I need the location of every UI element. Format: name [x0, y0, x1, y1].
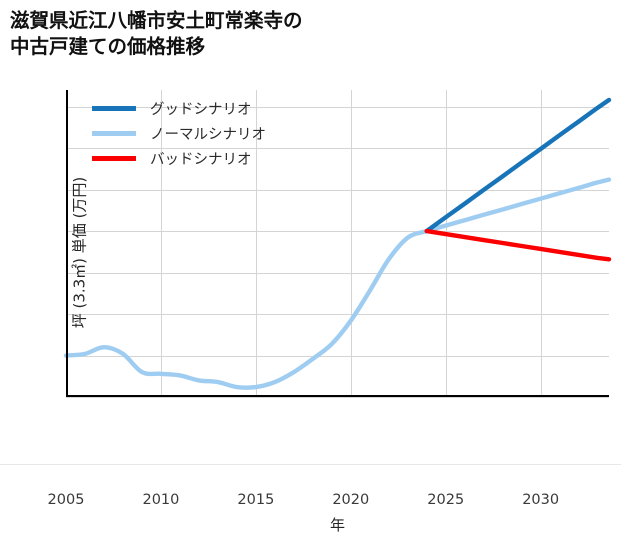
legend-item-bad: バッドシナリオ: [92, 146, 266, 171]
gridline-horizontal: [66, 231, 609, 233]
gridline-vertical: [160, 90, 162, 397]
legend-label-bad: バッドシナリオ: [150, 152, 252, 168]
gridline-horizontal: [66, 106, 609, 108]
gridline-vertical: [350, 90, 352, 397]
x-tick-label: 2015: [237, 492, 275, 508]
x-tick-label: 2030: [522, 492, 560, 508]
gridline-horizontal: [66, 355, 609, 357]
legend-label-good: グッドシナリオ: [150, 102, 252, 118]
x-tick-label: 2010: [142, 492, 180, 508]
chart-figure: 滋賀県近江八幡市安土町常楽寺の 中古戸建ての価格推移 35.037.540.04…: [0, 9, 621, 534]
x-tick-label: 2020: [332, 492, 370, 508]
series-lines: [63, 97, 612, 390]
series-line-bad: [424, 228, 612, 262]
gridline-vertical: [255, 90, 257, 397]
plot-area: 35.037.540.042.545.047.550.052.5 2005201…: [48, 90, 612, 534]
legend-item-good: グッドシナリオ: [92, 96, 266, 121]
gridline-horizontal: [66, 148, 609, 150]
gridline-horizontal: [66, 397, 609, 398]
gridline-horizontal: [66, 189, 609, 191]
legend-swatch-bad: [92, 156, 136, 161]
legend-label-normal: ノーマルシナリオ: [150, 127, 266, 143]
gridline-vertical: [445, 90, 447, 397]
chart-title: 滋賀県近江八幡市安土町常楽寺の 中古戸建ての価格推移: [10, 9, 303, 58]
gridline-horizontal: [66, 314, 609, 316]
x-tick-label: 2025: [427, 492, 465, 508]
legend-item-normal: ノーマルシナリオ: [92, 121, 266, 146]
gridline-horizontal: [66, 272, 609, 274]
series-line-good: [424, 97, 612, 234]
y-axis-title: 坪 (3.3㎡) 単価 (万円): [70, 176, 89, 329]
x-tick-label: 2005: [47, 492, 85, 508]
legend-swatch-good: [92, 106, 136, 111]
x-axis-title: 年: [329, 516, 345, 534]
series-line-normal: [63, 177, 612, 390]
legend-swatch-normal: [92, 131, 136, 136]
gridline-vertical: [540, 90, 542, 397]
chart-legend: グッドシナリオ ノーマルシナリオ バッドシナリオ: [92, 96, 266, 171]
